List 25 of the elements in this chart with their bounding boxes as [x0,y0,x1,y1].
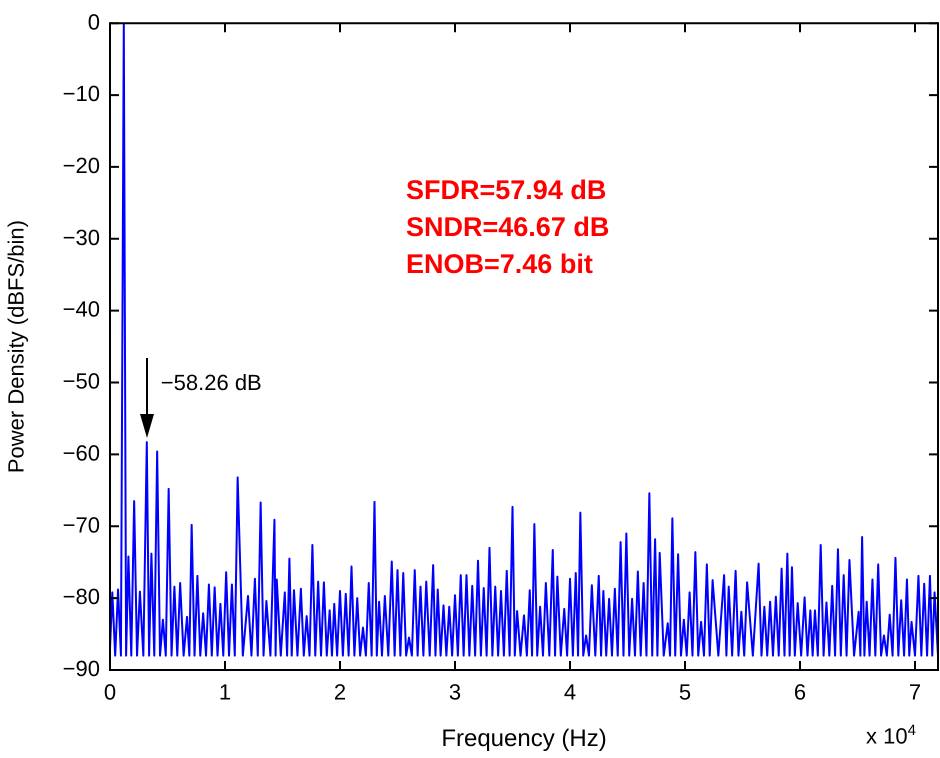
y-tick-label: −40 [62,296,100,322]
x-tick-label: 0 [104,679,116,704]
y-tick-label: −70 [62,512,100,538]
y-tick-label: 0 [88,9,100,34]
x-tick-label: 4 [564,679,576,704]
y-axis-title: Power Density (dBFS/bin) [3,220,28,474]
annotation: −58.26 dB [160,370,262,396]
text: x 10$^{4}$ [866,722,916,750]
annotation: SFDR=57.94 dB [406,174,608,207]
y-tick-label: −80 [62,584,100,610]
y-tick-label: −90 [62,656,100,682]
x-tick-label: 6 [794,679,806,704]
y-tick-label: −60 [62,440,100,466]
x-tick-label: 3 [448,679,462,704]
x-tick-label: 1 [218,679,232,704]
x-tick-label: 7 [908,679,922,704]
y-tick-label: −30 [62,224,100,250]
x-axis-title: Frequency (Hz) [441,725,607,752]
annotation: SNDR=46.67 dB [406,211,610,244]
y-tick-label: −10 [62,81,100,106]
x-tick-label: 5 [678,679,692,704]
x-tick-label: 2 [334,679,346,704]
y-tick-label: −20 [62,152,100,178]
annotation: ENOB=7.46 bit [406,248,594,281]
y-tick-label: −50 [62,368,100,394]
